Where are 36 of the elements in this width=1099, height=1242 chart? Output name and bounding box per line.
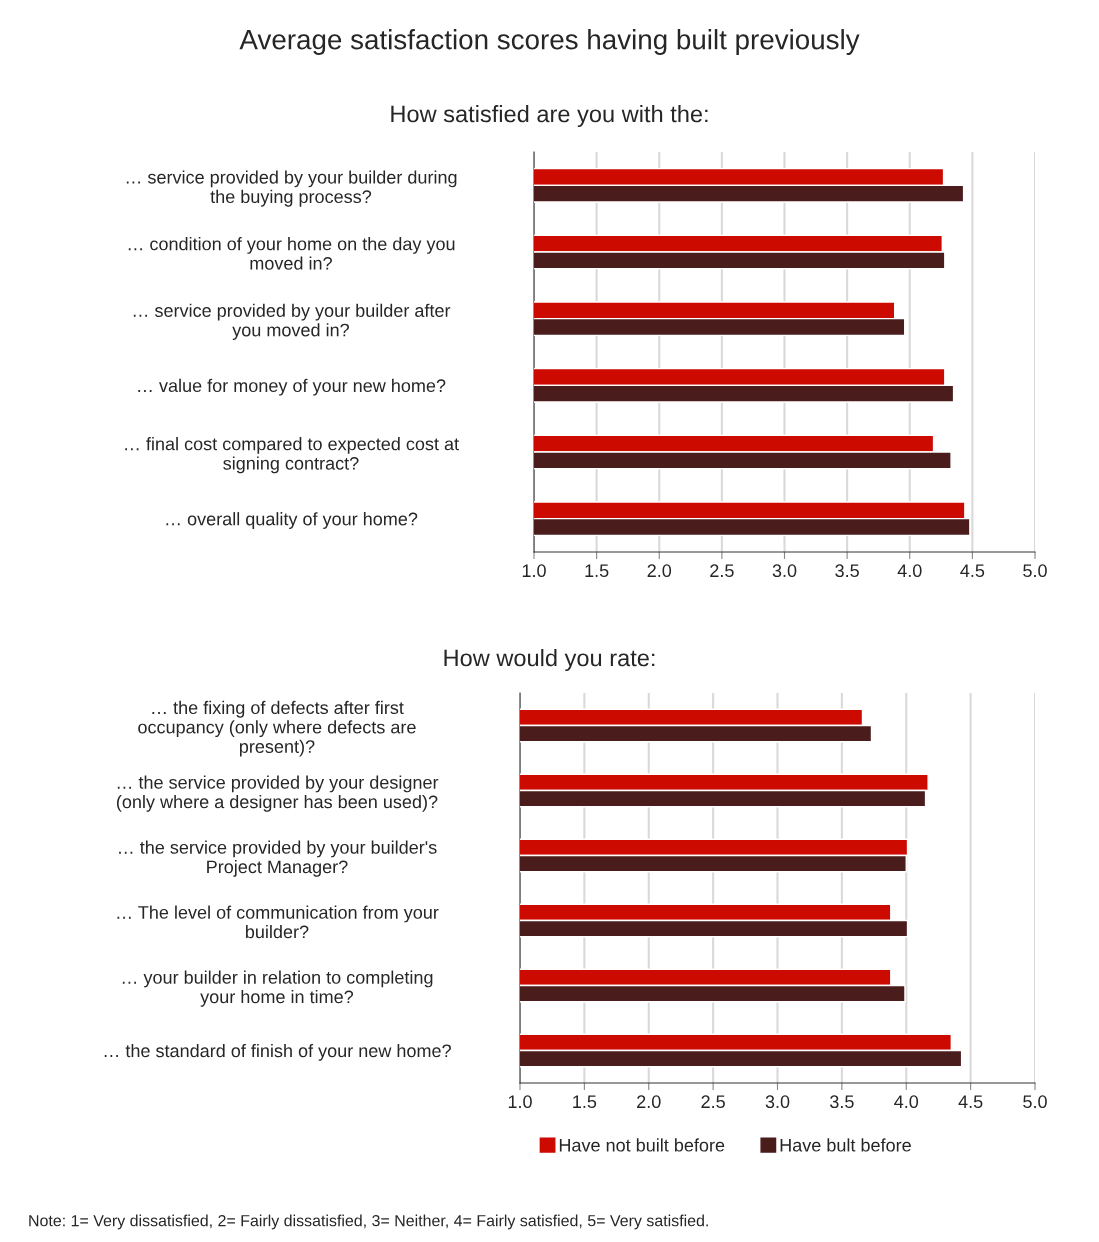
x-tick-label: 1.5 [573,1095,597,1109]
x-tick-label: 2.5 [701,1095,725,1109]
y-tick-label: … final cost compared to expected cost at signing contract? [125,437,459,474]
y-tick-label: … the fixing of defects after first occupancy (only where defects are present)? [138,700,416,757]
x-tick-label: 2.5 [710,564,734,578]
x-tick-label: 2.0 [637,1095,661,1109]
x-tick-label: 5.0 [1023,564,1047,578]
x-tick-label: 2.0 [647,564,672,578]
x-tick-label: 5.0 [1023,1095,1047,1109]
text: Note: 1= Very dissatisfied, 2= Fairly dissatisfied, 3= Neither, 4= Fairly satisfied, 5= Very satisfied. [29,1214,708,1230]
legend-label: Have not built before [559,1138,725,1152]
x-tick-label: 4.5 [960,564,985,578]
y-tick-label: … the standard of finish of your new home? [104,1043,451,1061]
x-tick-label: 3.0 [765,1095,790,1109]
x-tick-label: 1.0 [522,564,546,578]
chart-subtitle: How satisfied are you with the: [391,105,708,128]
x-tick-label: 4.5 [958,1095,983,1109]
y-tick-label: … your builder in relation to completing your home in time? [122,970,433,1007]
y-tick-label: … service provided by your builder after you moved in? [133,303,451,340]
y-tick-label: … The level of communication from your builder? [117,905,439,939]
x-tick-label: 4.0 [897,564,922,578]
y-tick-label: … value for money of your new home? [138,378,446,396]
chart-title: Average satisfaction scores having built previously [239,29,860,55]
x-tick-label: 3.5 [835,564,859,578]
x-tick-label: 1.0 [508,1095,532,1109]
y-tick-label: … condition of your home on the day you moved in? [128,237,455,270]
y-tick-label: … overall quality of your home? [166,512,418,529]
x-tick-label: 4.0 [894,1095,919,1109]
legend-label: Have bult before [780,1138,911,1152]
y-tick-label: … service provided by your builder during the buying process? [126,170,457,207]
x-tick-label: 1.5 [585,564,609,578]
y-tick-label: … the service provided by your builder's Project Manager? [119,840,437,877]
x-tick-label: 3.5 [830,1095,854,1109]
chart-title: How would you rate: [444,648,655,672]
y-tick-label: … the service provided by your designer (only where a designer has been used)? [116,775,439,812]
x-tick-label: 3.0 [772,564,797,578]
